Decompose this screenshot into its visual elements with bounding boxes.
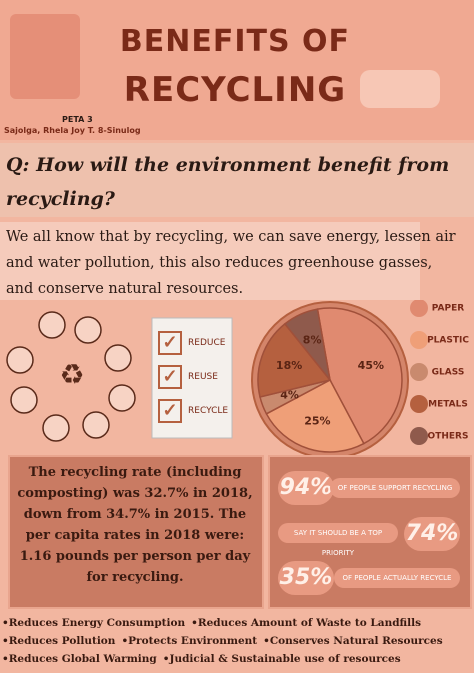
question-bg: [0, 143, 474, 217]
benefits: •Reduces Energy Consumption •Reduces Amou…: [2, 614, 472, 668]
benefit: •Judicial & Sustainable use of resources: [162, 653, 401, 665]
check-row: ✓ REUSE: [158, 360, 228, 394]
benefit: •Reduces Pollution: [2, 635, 116, 647]
legend-label: OTHERS: [428, 432, 469, 442]
stat-value: 74%: [404, 517, 460, 551]
benefit-row: •Reduces Pollution •Protects Environment •…: [2, 632, 472, 650]
bin-icon: [10, 14, 80, 99]
legend-swatch: [410, 331, 428, 349]
stat-value: 35%: [278, 561, 334, 595]
stat-label: SAY IT SHOULD BE A TOP PRIORITY: [278, 523, 398, 557]
legend-label: PAPER: [432, 304, 464, 314]
legend-label: GLASS: [432, 368, 465, 378]
benefit: •Protects Environment: [121, 635, 258, 647]
pie-slice: [283, 308, 331, 381]
benefit-row: •Reduces Global Warming •Judicial & Susta…: [2, 650, 472, 668]
slice-label: 25%: [304, 414, 330, 427]
benefit: •Reduces Amount of Waste to Landfills: [191, 617, 422, 629]
stat-value: 94%: [278, 471, 334, 505]
benefit-row: •Reduces Energy Consumption •Reduces Amou…: [2, 614, 472, 632]
benefit: •Reduces Global Warming: [2, 653, 157, 665]
stat-label: OF PEOPLE ACTUALLY RECYCLE: [334, 568, 460, 588]
benefit: •Conserves Natural Resources: [263, 635, 443, 647]
question: Q: How will the environment benefit from…: [6, 154, 450, 210]
title-line1: BENEFITS OF: [119, 24, 351, 59]
car-icon: [360, 70, 440, 108]
check-row: ✓ RECYCLE: [158, 394, 228, 428]
check-box: ✓: [158, 399, 182, 423]
legend-swatch: [410, 363, 428, 381]
legend-swatch: [410, 395, 428, 413]
pie-slice: [316, 307, 403, 445]
author: Sajolga, Rhela Joy T. 8-Sinulog: [4, 126, 141, 135]
course: PETA 3: [62, 115, 93, 124]
check-label: REDUCE: [188, 338, 226, 348]
check-row: ✓ REDUCE: [158, 326, 228, 360]
title-line2: RECYCLING: [123, 70, 347, 110]
rate-text: The recycling rate (including composting…: [17, 465, 253, 585]
stat-label: OF PEOPLE SUPPORT RECYCLING: [330, 478, 460, 498]
legend-swatch: [410, 300, 428, 317]
checklist: ✓ REDUCE ✓ REUSE ✓ RECYCLE: [158, 326, 228, 428]
benefit: •Reduces Energy Consumption: [2, 617, 186, 629]
legend-label: PLASTIC: [427, 336, 469, 346]
intro: We all know that by recycling, we can sa…: [6, 229, 456, 297]
check-box: ✓: [158, 365, 182, 389]
legend-swatch: [410, 427, 428, 445]
slice-label: 8%: [303, 334, 322, 347]
svg-text:♻: ♻: [59, 358, 84, 391]
slice-label: 45%: [358, 359, 384, 372]
pie-slice: [257, 322, 332, 398]
intro-bg: [0, 222, 420, 300]
pie-slice: [265, 378, 365, 453]
check-label: RECYCLE: [188, 406, 229, 416]
check-box: ✓: [158, 331, 182, 355]
check-label: REUSE: [188, 372, 218, 382]
rate-bg: [8, 455, 264, 609]
legend-label: METALS: [428, 400, 468, 410]
middle-graphics: ♻ 45%25%4%18%8% PAPERPLASTICGLASSMETALSO…: [6, 300, 469, 455]
slice-label: 18%: [276, 359, 302, 372]
